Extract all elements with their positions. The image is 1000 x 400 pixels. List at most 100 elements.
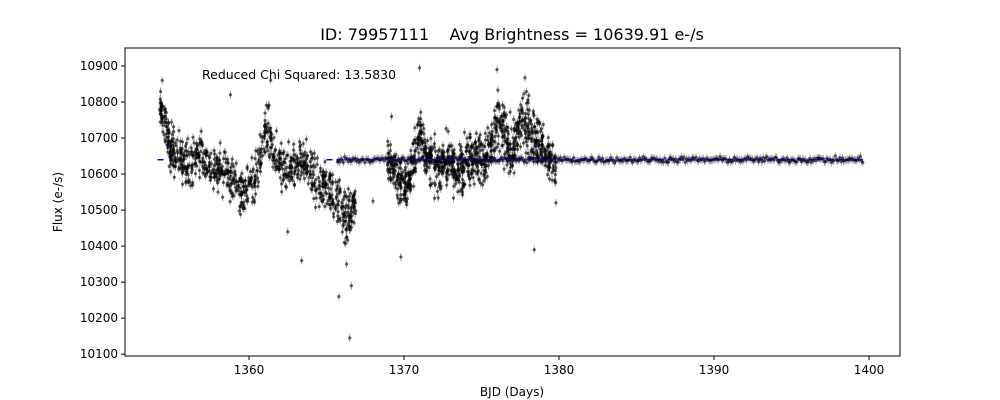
data-point xyxy=(347,194,351,198)
data-point xyxy=(403,168,407,172)
data-point xyxy=(483,131,487,135)
data-point xyxy=(674,157,678,161)
data-point xyxy=(535,121,539,125)
data-point xyxy=(230,162,234,166)
data-point xyxy=(175,151,180,155)
data-point xyxy=(241,206,246,211)
data-point xyxy=(276,167,280,171)
data-point xyxy=(509,127,513,131)
data-point xyxy=(500,155,504,160)
data-point xyxy=(473,140,478,144)
data-point xyxy=(465,149,469,153)
data-point xyxy=(266,149,270,153)
data-point xyxy=(298,140,302,144)
data-point xyxy=(253,192,258,196)
data-point xyxy=(483,144,487,149)
data-point xyxy=(215,175,219,179)
data-point xyxy=(353,211,357,216)
data-point xyxy=(160,115,164,119)
data-point xyxy=(328,196,333,200)
data-point xyxy=(255,168,259,173)
data-point xyxy=(234,180,238,184)
data-point xyxy=(546,172,550,177)
data-point xyxy=(470,153,474,157)
data-point xyxy=(282,150,286,154)
data-point xyxy=(512,154,516,158)
data-point xyxy=(245,165,249,169)
data-point xyxy=(538,150,543,154)
data-point xyxy=(292,142,296,146)
data-point xyxy=(186,150,191,154)
data-point xyxy=(203,163,207,167)
data-point xyxy=(459,154,463,158)
data-point xyxy=(468,177,472,181)
data-point xyxy=(388,148,392,153)
data-point xyxy=(457,180,462,184)
data-point xyxy=(497,103,501,107)
data-point xyxy=(554,156,558,160)
data-point xyxy=(413,166,417,170)
data-point xyxy=(441,166,445,170)
data-point xyxy=(272,136,276,140)
data-point xyxy=(417,120,421,124)
data-point xyxy=(191,181,195,185)
data-point xyxy=(183,144,188,148)
chart-title: ID: 79957111 Avg Brightness = 10639.91 e… xyxy=(320,25,704,44)
data-point xyxy=(256,180,261,184)
data-point xyxy=(290,175,294,179)
data-point xyxy=(824,160,828,164)
data-point xyxy=(682,155,686,159)
data-point xyxy=(199,129,203,133)
data-point xyxy=(814,159,818,163)
data-point xyxy=(340,230,344,234)
data-point xyxy=(220,168,224,172)
data-point xyxy=(420,155,425,159)
data-point xyxy=(281,177,286,181)
data-point xyxy=(284,185,289,189)
data-point xyxy=(663,156,667,160)
data-point xyxy=(408,173,412,177)
data-point xyxy=(388,176,392,180)
data-point xyxy=(454,182,458,186)
data-point xyxy=(338,187,342,191)
data-point xyxy=(518,112,522,116)
data-point xyxy=(167,131,171,135)
x-axis-ticks: 1360 1370 1380 1390 1400 xyxy=(234,356,884,377)
data-point xyxy=(498,117,502,121)
y-tick-label: 10900 xyxy=(80,59,118,73)
data-point xyxy=(251,195,255,200)
data-point xyxy=(429,145,433,149)
data-point xyxy=(540,133,545,138)
data-point xyxy=(232,164,236,168)
data-point xyxy=(189,184,193,188)
data-point xyxy=(171,125,176,129)
data-point xyxy=(512,126,517,130)
data-point xyxy=(310,183,315,187)
data-point xyxy=(507,142,511,146)
data-point xyxy=(480,143,484,147)
data-point xyxy=(226,176,230,180)
data-point xyxy=(388,143,393,147)
data-point xyxy=(442,150,446,155)
data-point xyxy=(461,185,465,189)
data-point xyxy=(208,178,212,182)
data-point xyxy=(299,170,303,174)
y-tick-label: 10500 xyxy=(80,203,118,217)
data-point xyxy=(305,157,309,161)
data-point xyxy=(335,219,339,224)
data-point xyxy=(187,178,191,182)
data-point xyxy=(174,143,178,148)
data-point xyxy=(303,168,307,172)
data-point xyxy=(609,156,613,160)
data-point xyxy=(387,151,391,156)
data-point xyxy=(446,159,450,163)
data-point xyxy=(263,150,267,154)
data-point xyxy=(226,157,230,161)
data-point xyxy=(466,174,471,178)
data-point xyxy=(432,142,437,146)
data-point xyxy=(191,135,195,139)
data-point xyxy=(456,169,460,173)
data-point xyxy=(432,196,437,200)
data-point xyxy=(336,199,341,203)
data-point xyxy=(269,78,273,83)
